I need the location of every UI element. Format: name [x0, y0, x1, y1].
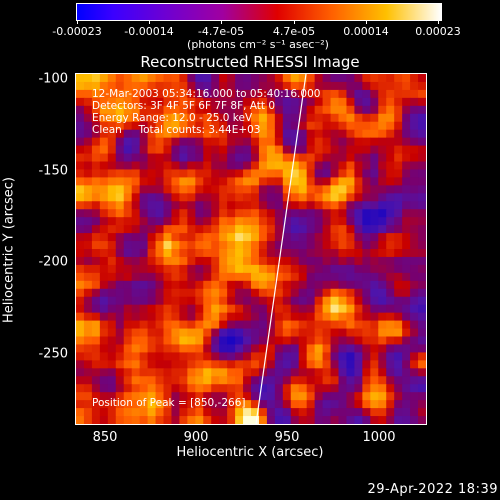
x-tick-label: 900	[183, 430, 209, 445]
info-detectors: Detectors: 3F 4F 5F 6F 7F 8F, Att 0	[92, 100, 276, 112]
y-axis-label: Heliocentric Y (arcsec)	[1, 177, 17, 323]
x-axis-label: Heliocentric X (arcsec)	[176, 445, 324, 460]
image-info: 12-Mar-2003 05:34:16.000 to 05:40:16.000…	[92, 88, 320, 136]
colorbar-units: (photons cm⁻² s⁻¹ asec⁻²)	[187, 38, 329, 51]
x-tick-label: 1000	[362, 430, 396, 445]
colorbar-tick-label: -0.00014	[124, 25, 174, 38]
image-title: Reconstructed RHESSI Image	[140, 53, 360, 71]
colorbar-tick	[438, 20, 439, 24]
x-tick-label: 850	[92, 430, 118, 445]
x-tick-label: 950	[274, 430, 300, 445]
y-tick-label: -200	[38, 254, 68, 270]
colorbar-tick	[221, 20, 222, 24]
colorbar-tick-label: 4.7e-05	[272, 25, 316, 38]
peak-position: Position of Peak = [850,-266]	[92, 397, 246, 409]
colorbar-tick-label: -0.00023	[52, 25, 102, 38]
colorbar-tick	[366, 20, 367, 24]
rhessi-heatmap	[76, 74, 426, 424]
colorbar-tick	[149, 20, 150, 24]
info-clean: Clean Total counts: 3.44E+03	[92, 124, 261, 136]
colorbar-tick-label: 0.00023	[415, 25, 461, 38]
y-tick-label: -250	[38, 346, 68, 362]
info-time: 12-Mar-2003 05:34:16.000 to 05:40:16.000	[92, 88, 321, 100]
timestamp: 29-Apr-2022 18:39	[367, 482, 498, 497]
colorbar-tick-label: -4.7e-05	[197, 25, 245, 38]
colorbar-tick	[77, 20, 78, 24]
y-tick-label: -100	[38, 71, 68, 87]
solar-limb-line	[255, 74, 307, 424]
image-plot	[75, 73, 427, 425]
info-energy: Energy Range: 12.0 - 25.0 keV	[92, 112, 253, 124]
colorbar	[76, 3, 442, 21]
colorbar-tick	[294, 20, 295, 24]
y-tick-label: -150	[38, 163, 68, 179]
colorbar-tick-label: 0.00014	[343, 25, 389, 38]
